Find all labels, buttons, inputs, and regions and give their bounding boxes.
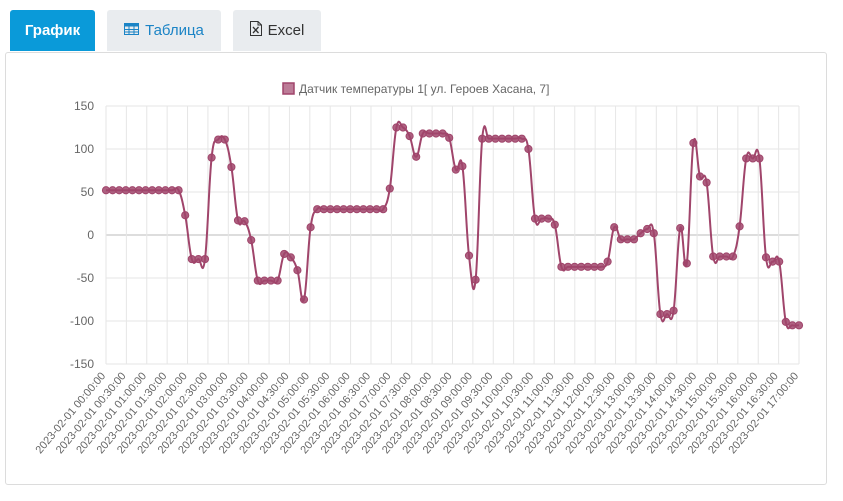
legend-swatch (282, 82, 295, 95)
y-axis-ticks: 150 100 50 0 -50 -100 -150 (70, 99, 94, 371)
data-point[interactable] (379, 205, 388, 214)
data-point[interactable] (438, 129, 447, 138)
data-point[interactable] (735, 222, 744, 231)
data-point[interactable] (524, 144, 533, 154)
data-point[interactable] (200, 254, 210, 264)
data-point[interactable] (181, 211, 190, 220)
tab-chart[interactable]: График (10, 10, 95, 51)
data-point[interactable] (445, 133, 454, 142)
data-point[interactable] (603, 257, 612, 266)
data-point[interactable] (280, 249, 289, 259)
y-tick-label: 50 (81, 185, 95, 199)
y-tick-label: 100 (74, 142, 94, 156)
y-tick-label: 0 (87, 228, 94, 242)
data-point[interactable] (451, 165, 460, 174)
y-tick-label: -50 (77, 271, 95, 285)
excel-file-icon (249, 21, 262, 40)
tab-excel-label: Excel (267, 22, 305, 39)
data-point[interactable] (299, 295, 309, 304)
table-icon (124, 22, 140, 39)
data-point[interactable] (273, 276, 282, 285)
data-point[interactable] (689, 138, 698, 148)
data-point[interactable] (669, 306, 678, 315)
data-point[interactable] (695, 172, 705, 181)
data-point[interactable] (702, 178, 711, 187)
data-point[interactable] (517, 134, 526, 143)
tab-chart-label: График (24, 22, 81, 39)
data-point[interactable] (794, 321, 804, 330)
data-point[interactable] (412, 152, 421, 161)
series-points (101, 123, 804, 330)
data-point[interactable] (649, 229, 658, 238)
data-point[interactable] (610, 223, 619, 232)
data-point[interactable] (728, 252, 738, 261)
data-point[interactable] (458, 162, 467, 171)
tab-table[interactable]: Таблица (107, 10, 221, 51)
data-point[interactable] (662, 310, 672, 319)
data-point[interactable] (207, 153, 216, 162)
data-point[interactable] (781, 317, 790, 326)
data-point[interactable] (761, 253, 771, 262)
data-point[interactable] (306, 223, 315, 232)
data-point[interactable] (385, 184, 394, 193)
data-point[interactable] (676, 224, 685, 233)
data-point[interactable] (174, 186, 183, 195)
data-point[interactable] (544, 214, 553, 223)
data-point[interactable] (227, 162, 236, 172)
data-point[interactable] (682, 259, 691, 268)
data-point[interactable] (398, 123, 408, 132)
data-point[interactable] (636, 229, 645, 238)
data-point[interactable] (220, 135, 229, 144)
data-point[interactable] (550, 220, 559, 229)
y-tick-label: -100 (70, 314, 94, 328)
data-point[interactable] (247, 236, 256, 245)
legend-label: Датчик температуры 1[ ул. Героев Хасана,… (299, 82, 549, 96)
view-tabs: График Таблица Excel (10, 10, 321, 51)
tab-table-label: Таблица (145, 22, 204, 39)
data-point[interactable] (240, 217, 249, 226)
data-point[interactable] (293, 266, 302, 275)
legend[interactable]: Датчик температуры 1[ ул. Героев Хасана,… (282, 82, 549, 96)
temperature-line-chart: Датчик температуры 1[ ул. Героев Хасана,… (33, 82, 804, 456)
data-point[interactable] (286, 253, 295, 262)
data-point[interactable] (471, 275, 480, 284)
data-point[interactable] (596, 262, 606, 271)
y-tick-label: 150 (74, 99, 94, 113)
data-point[interactable] (775, 257, 784, 266)
data-point[interactable] (405, 132, 414, 141)
data-point[interactable] (629, 235, 639, 244)
data-point[interactable] (755, 154, 764, 163)
y-tick-label: -150 (70, 357, 94, 371)
data-point[interactable] (233, 216, 243, 225)
chart-panel: Датчик температуры 1[ ул. Героев Хасана,… (5, 52, 827, 485)
data-point[interactable] (643, 224, 652, 234)
data-point[interactable] (464, 251, 474, 260)
tab-excel[interactable]: Excel (233, 10, 321, 51)
